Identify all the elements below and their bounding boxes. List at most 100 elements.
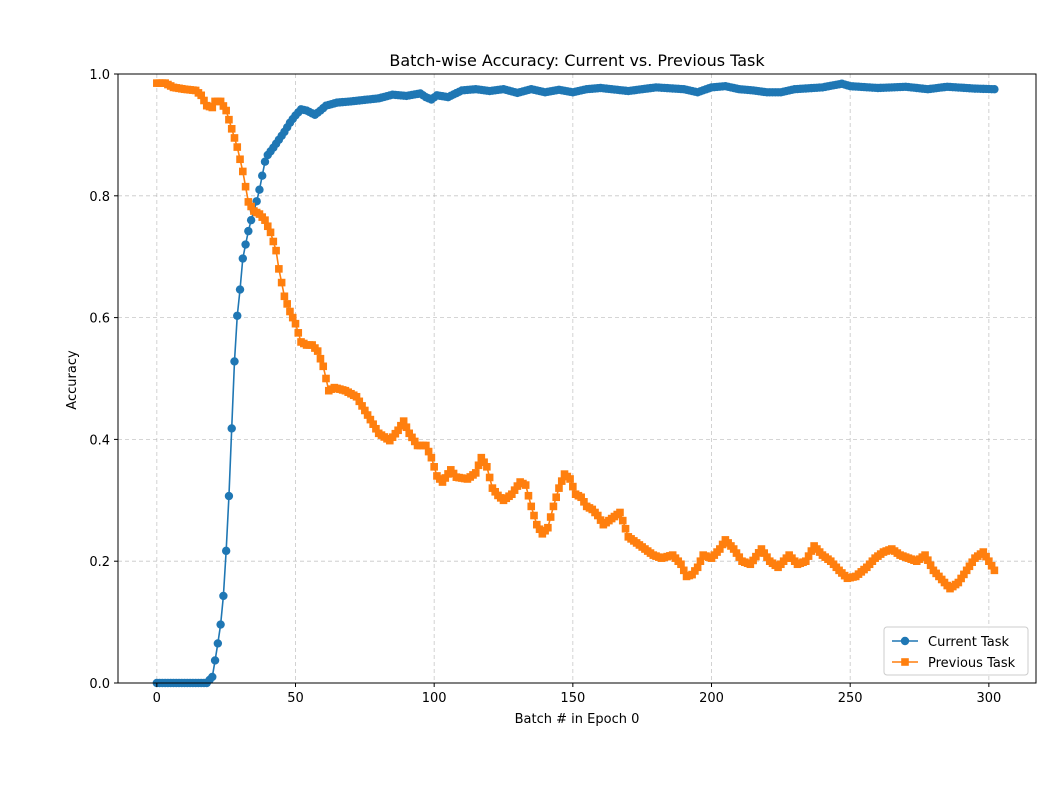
data-point — [508, 490, 516, 499]
data-point — [241, 182, 250, 191]
legend-label: Current Task — [928, 635, 1009, 650]
data-point — [441, 474, 450, 482]
data-point — [216, 620, 225, 629]
data-point — [261, 216, 269, 224]
data-point — [221, 546, 231, 556]
x-tick-label: 50 — [287, 691, 304, 706]
data-point — [316, 354, 325, 363]
data-point — [358, 402, 366, 410]
data-point — [200, 96, 208, 105]
data-point — [549, 502, 558, 511]
data-point — [679, 566, 688, 575]
data-point — [696, 557, 705, 565]
data-point — [965, 562, 974, 571]
data-point — [985, 557, 993, 565]
data-point — [230, 357, 239, 366]
data-point — [408, 433, 416, 442]
x-axis-label: Batch # in Epoch 0 — [515, 712, 640, 727]
data-point — [596, 516, 605, 524]
data-point — [532, 520, 541, 529]
data-point — [477, 453, 486, 462]
data-point — [236, 155, 244, 164]
data-point — [410, 437, 419, 446]
data-point — [921, 551, 929, 559]
data-point — [430, 463, 438, 471]
data-point — [361, 406, 369, 415]
data-point — [521, 481, 530, 489]
data-point — [233, 311, 242, 320]
data-point — [924, 556, 932, 564]
legend: Current Task Previous Task — [883, 626, 1029, 676]
axes: 0 50 100 150 200 250 300 0.0 0.2 0.4 0.6 0.8 1.0 — [89, 68, 1001, 706]
data-point — [225, 115, 233, 124]
data-point — [352, 392, 361, 401]
chart-title: Batch-wise Accuracy: Current vs. Previou… — [389, 51, 765, 70]
legend-marker — [900, 636, 910, 646]
data-point — [366, 415, 375, 424]
data-point — [405, 429, 414, 438]
data-point — [219, 102, 228, 110]
data-point — [729, 545, 738, 553]
data-point — [718, 540, 727, 549]
data-point — [760, 549, 769, 557]
data-point — [530, 511, 538, 520]
data-point — [227, 424, 236, 433]
data-point — [244, 198, 253, 206]
data-point — [444, 470, 452, 478]
data-point — [987, 561, 996, 570]
data-point — [260, 157, 270, 166]
data-point — [291, 319, 300, 328]
data-point — [355, 397, 364, 406]
x-tick-label: 100 — [422, 691, 447, 706]
data-point — [735, 553, 744, 561]
data-point — [280, 292, 289, 301]
grid — [118, 73, 1036, 684]
data-point — [990, 566, 999, 575]
data-point — [621, 524, 630, 533]
data-point — [555, 484, 563, 492]
data-point — [313, 347, 322, 355]
y-tick-label: 0.8 — [89, 190, 110, 205]
series-current-task — [152, 79, 999, 688]
data-point — [544, 523, 552, 532]
data-point — [616, 508, 624, 517]
data-point — [208, 103, 217, 112]
x-tick-label: 150 — [560, 691, 585, 706]
data-point — [960, 570, 968, 579]
data-point — [968, 558, 977, 567]
data-point — [227, 125, 236, 133]
data-point — [275, 265, 283, 273]
data-point — [213, 639, 223, 648]
data-point — [241, 240, 250, 249]
data-point — [266, 228, 275, 237]
data-point — [557, 477, 566, 485]
data-point — [807, 547, 816, 555]
y-tick-label: 0.4 — [89, 433, 110, 448]
legend-box — [883, 626, 1029, 676]
legend-marker — [901, 658, 909, 666]
plot-frame — [117, 73, 1037, 684]
data-point — [197, 91, 206, 100]
data-point — [546, 513, 555, 521]
data-point — [219, 591, 228, 601]
data-point — [524, 491, 533, 500]
series-previous-task — [153, 79, 999, 593]
data-point — [804, 552, 813, 560]
x-tick-label: 300 — [976, 691, 1001, 706]
data-point — [272, 246, 280, 255]
data-point — [397, 421, 405, 430]
data-point — [238, 254, 248, 263]
data-point — [754, 549, 763, 557]
x-tick-label: 0 — [153, 691, 161, 706]
legend-label: Previous Task — [928, 656, 1016, 671]
data-point — [322, 374, 330, 383]
y-tick-label: 0.0 — [89, 677, 110, 692]
data-point — [294, 329, 303, 337]
data-point — [954, 578, 963, 587]
data-point — [757, 545, 766, 553]
data-point — [269, 237, 278, 246]
data-point — [732, 549, 741, 557]
data-point — [594, 511, 602, 520]
